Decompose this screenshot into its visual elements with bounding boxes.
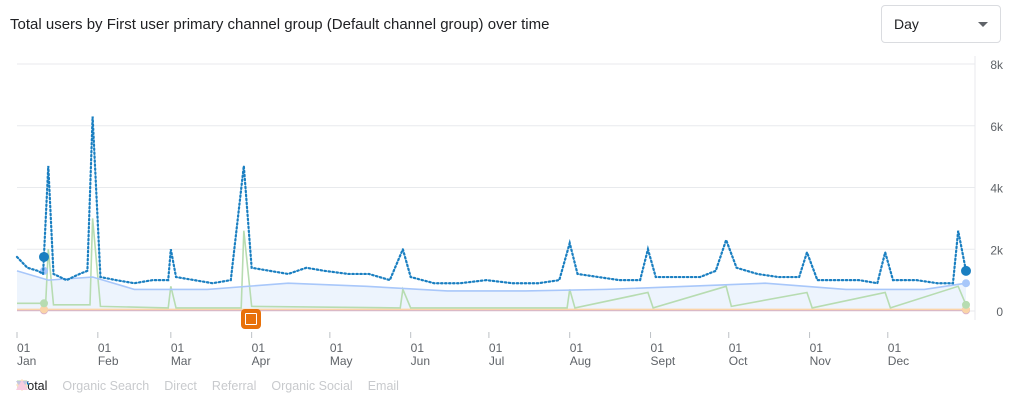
legend-item-organic-social[interactable]: Organic Social [16,379,353,393]
annotation-icon [245,313,257,325]
x-tick-day: 01 [411,341,425,355]
x-tick-month: Aug [570,354,591,368]
series-line-direct [17,218,967,309]
legend-label: Organic Search [62,379,150,393]
series-endpoint [40,299,48,308]
y-tick-label: 8k [990,58,1004,72]
legend-label: Referral [211,379,257,393]
x-tick-day: 01 [330,341,344,355]
chart-title: Total users by First user primary channe… [10,16,550,33]
granularity-dropdown[interactable]: Day [881,5,1001,43]
legend-label: Direct [164,379,197,393]
x-tick-day: 01 [810,341,824,355]
x-tick-month: Mar [171,354,192,368]
x-tick-month: Oct [729,354,748,368]
x-tick-day: 01 [651,341,665,355]
x-tick-day: 01 [171,341,185,355]
series-line-total [15,116,968,285]
x-tick-month: Jan [17,354,36,368]
granularity-value: Day [894,16,919,32]
legend-label: Organic Social [271,379,353,393]
series-endpoint [39,251,49,262]
y-tick-label: 6k [990,120,1004,134]
x-tick-day: 01 [729,341,743,355]
annotation-marker[interactable] [241,309,261,329]
x-tick-month: May [330,354,353,368]
y-tick-label: 2k [990,243,1004,257]
x-tick-day: 01 [252,341,266,355]
legend: Total Organic Search Direct Referral Organic… [16,379,399,393]
series-endpoint [961,265,971,276]
x-tick-day: 01 [489,341,503,355]
line-chart: 02k4k6k8k01Jan01Feb01Mar01Apr01May01Jun0… [15,56,1004,368]
series-endpoint [40,305,48,314]
legend-item-email[interactable]: Email [16,379,399,393]
x-tick-month: Jul [489,354,504,368]
legend-item-direct[interactable]: Direct [17,379,197,393]
x-tick-month: Feb [98,354,119,368]
x-tick-day: 01 [570,341,584,355]
legend-item-referral[interactable]: Referral [16,379,257,393]
x-tick-month: Apr [252,354,271,368]
x-tick-day: 01 [888,341,902,355]
series-endpoint [962,279,970,288]
x-tick-month: Nov [810,354,831,368]
y-tick-label: 4k [990,182,1004,196]
caret-down-icon [978,21,988,27]
x-tick-month: Sept [651,354,676,368]
x-tick-month: Jun [411,354,430,368]
x-tick-day: 01 [17,341,31,355]
y-tick-label: 0 [996,305,1003,319]
x-tick-day: 01 [98,341,112,355]
legend-label: Email [367,379,399,393]
x-tick-month: Dec [888,354,909,368]
series-line-organic-search [16,270,967,292]
series-endpoint [962,300,970,309]
legend-item-organic-search[interactable]: Organic Search [17,379,150,393]
